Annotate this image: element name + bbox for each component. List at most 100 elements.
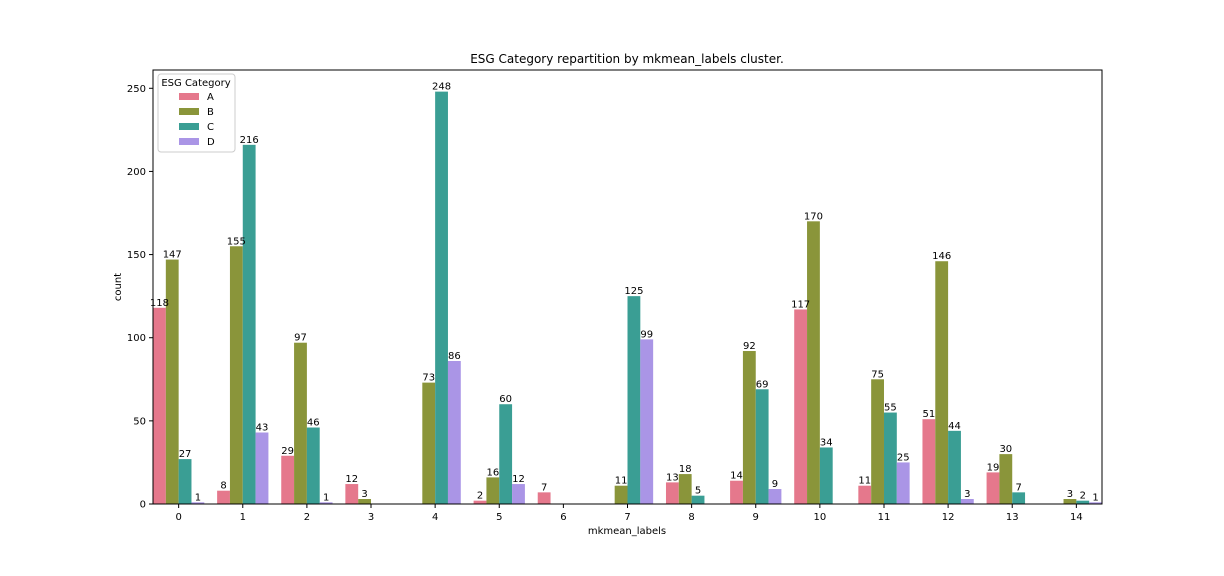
y-tick-label: 150	[127, 250, 146, 261]
bar-A-1	[217, 490, 230, 504]
plot-frame	[152, 69, 1103, 505]
x-tick-label: 3	[368, 512, 374, 523]
bar-A-2	[281, 455, 295, 504]
x-tick-label: 9	[753, 512, 759, 523]
y-tick-label: 200	[127, 167, 146, 178]
bar-B-0	[165, 259, 179, 504]
x-tick-label: 12	[942, 512, 955, 523]
bar-value-label: 12	[512, 474, 525, 485]
x-tick-label: 2	[304, 512, 310, 523]
bar-A-3	[345, 484, 359, 504]
bar-value-label: 29	[281, 446, 294, 457]
x-tick-label: 8	[688, 512, 694, 523]
x-tick-label: 10	[813, 512, 826, 523]
bar-value-label: 13	[666, 472, 679, 483]
legend-swatch-C	[179, 123, 199, 130]
y-tick-label: 100	[127, 333, 146, 344]
bar-value-label: 125	[624, 286, 643, 297]
bar-C-2	[306, 427, 320, 504]
y-tick-label: 0	[140, 500, 146, 511]
x-tick-label: 13	[1006, 512, 1019, 523]
bar-value-label: 170	[804, 211, 823, 222]
x-tick-label: 7	[624, 512, 630, 523]
bar-D-12	[960, 499, 974, 504]
bar-D-0	[191, 502, 205, 504]
bar-A-9	[730, 480, 743, 504]
bar-value-label: 75	[871, 369, 884, 380]
bar-C-5	[499, 404, 513, 504]
bar-D-1	[255, 432, 269, 504]
bar-D-4	[447, 360, 461, 504]
bar-B-14	[1063, 499, 1077, 504]
bar-value-label: 92	[743, 341, 756, 352]
x-tick-label: 1	[240, 512, 246, 523]
bar-C-14	[1076, 500, 1090, 504]
bar-value-label: 18	[679, 464, 692, 475]
bars-layer	[153, 91, 1102, 505]
bar-value-label: 146	[932, 251, 951, 262]
bar-value-label: 248	[432, 82, 451, 93]
bar-C-7	[627, 296, 641, 504]
bar-B-3	[358, 499, 372, 504]
bar-C-10	[819, 447, 833, 504]
bar-B-13	[999, 454, 1013, 504]
bar-value-label: 7	[1015, 482, 1021, 493]
bar-value-label: 60	[499, 394, 512, 405]
y-tick-label: 50	[133, 416, 146, 427]
bar-A-0	[153, 307, 166, 504]
bar-B-5	[486, 477, 500, 504]
bar-value-label: 7	[541, 482, 547, 493]
bar-D-11	[896, 462, 910, 504]
bar-C-4	[435, 91, 448, 505]
bar-value-label: 25	[897, 452, 910, 463]
bar-value-label: 44	[948, 421, 961, 432]
legend-swatch-D	[179, 138, 199, 145]
bar-value-label: 55	[884, 403, 897, 414]
bar-value-label: 1	[1092, 492, 1098, 503]
bar-value-label: 118	[150, 298, 169, 309]
bar-value-label: 19	[987, 462, 1000, 473]
bar-value-label: 27	[179, 449, 192, 460]
bar-value-label: 147	[163, 250, 182, 261]
bar-A-10	[794, 309, 808, 504]
bar-B-2	[294, 342, 307, 504]
bar-value-label: 12	[345, 474, 358, 485]
bar-value-label: 11	[615, 476, 628, 487]
bar-A-11	[858, 485, 872, 504]
bar-A-5	[473, 500, 487, 504]
bar-value-label: 34	[820, 437, 833, 448]
bar-D-5	[512, 484, 525, 504]
bar-value-label: 9	[772, 479, 778, 490]
legend-label-C: C	[207, 122, 214, 133]
bar-B-9	[742, 351, 756, 504]
bar-value-label: 216	[240, 135, 259, 146]
legend-swatch-B	[179, 108, 199, 115]
bar-value-label: 16	[486, 467, 499, 478]
bar-value-label: 97	[294, 333, 307, 344]
bar-D-7	[640, 339, 654, 504]
bar-B-8	[678, 474, 692, 504]
x-tick-label: 6	[560, 512, 566, 523]
bar-B-11	[871, 379, 884, 504]
x-tick-label: 4	[432, 512, 438, 523]
bar-A-13	[986, 472, 1000, 504]
bar-A-6	[537, 492, 551, 504]
bar-value-label: 43	[256, 422, 269, 433]
bar-A-12	[922, 419, 936, 504]
x-tick-label: 14	[1070, 512, 1083, 523]
legend-title: ESG Category	[161, 78, 230, 89]
bar-value-label: 5	[695, 486, 701, 497]
bar-D-2	[319, 502, 333, 504]
bar-B-12	[935, 261, 949, 504]
y-tick-label: 250	[127, 84, 146, 95]
bar-value-label: 3	[964, 489, 970, 500]
legend-label-A: A	[207, 92, 214, 103]
bar-C-11	[883, 412, 897, 504]
bar-C-8	[691, 495, 705, 504]
bar-value-label: 3	[361, 489, 367, 500]
bar-B-7	[614, 485, 628, 504]
